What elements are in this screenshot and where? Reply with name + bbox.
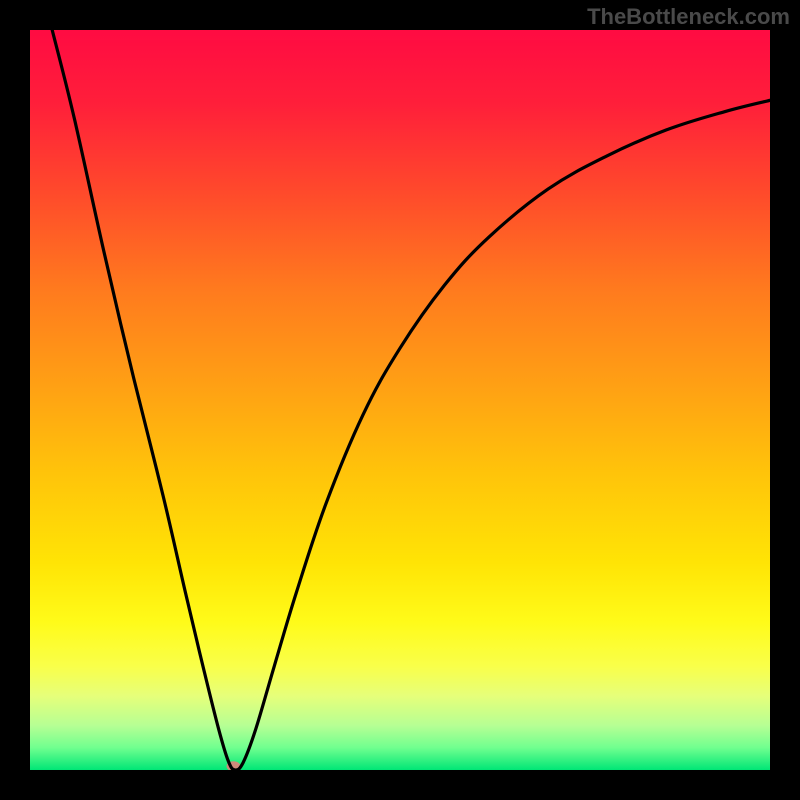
plot-area (30, 30, 770, 770)
curve-layer (30, 30, 770, 770)
bottleneck-curve (52, 30, 770, 770)
watermark-text: TheBottleneck.com (587, 4, 790, 30)
chart-container: TheBottleneck.com (0, 0, 800, 800)
